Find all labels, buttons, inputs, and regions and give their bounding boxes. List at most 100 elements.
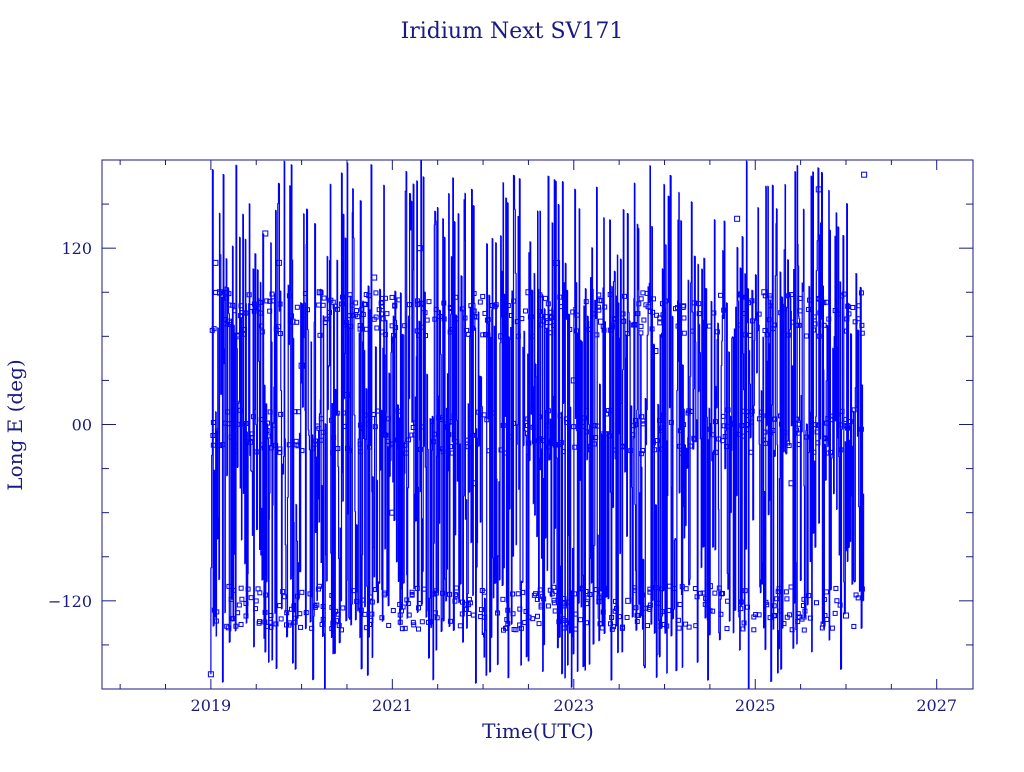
data-point xyxy=(454,439,460,445)
data-point xyxy=(797,308,803,314)
data-point xyxy=(350,312,356,318)
data-point xyxy=(737,322,743,328)
data-point xyxy=(536,414,542,420)
data-point xyxy=(500,596,506,602)
data-point xyxy=(402,442,408,448)
data-point xyxy=(856,316,862,322)
data-point xyxy=(838,422,844,428)
data-point xyxy=(292,615,298,621)
data-point xyxy=(410,425,416,431)
data-point xyxy=(262,450,268,456)
data-point xyxy=(786,293,792,299)
data-point xyxy=(538,602,544,608)
data-point xyxy=(510,420,516,426)
data-point xyxy=(505,303,511,309)
data-point xyxy=(263,592,269,598)
data-point xyxy=(614,605,620,611)
data-point xyxy=(423,333,429,339)
data-point xyxy=(557,413,563,419)
data-point xyxy=(351,588,357,594)
data-point xyxy=(251,301,257,307)
data-point xyxy=(481,412,487,418)
data-point xyxy=(620,311,626,317)
data-point xyxy=(364,625,370,631)
data-point xyxy=(314,602,320,608)
data-point xyxy=(844,328,850,334)
data-point xyxy=(713,449,719,455)
data-point xyxy=(584,429,590,435)
data-point xyxy=(453,585,459,591)
data-point xyxy=(392,302,398,308)
data-point xyxy=(525,430,531,436)
data-point xyxy=(692,586,698,592)
data-point xyxy=(262,609,268,615)
data-point xyxy=(242,326,248,332)
data-point xyxy=(214,609,220,615)
data-point xyxy=(393,325,399,331)
data-point xyxy=(781,621,787,627)
data-point xyxy=(749,318,755,324)
data-point xyxy=(466,331,472,337)
data-point xyxy=(640,592,646,598)
data-point xyxy=(592,423,598,429)
data-point xyxy=(574,312,580,318)
data-point xyxy=(598,589,604,595)
data-point xyxy=(383,432,389,438)
data-point xyxy=(641,317,647,323)
data-point xyxy=(612,608,618,614)
data-point xyxy=(573,611,579,617)
data-point xyxy=(239,596,245,602)
data-point xyxy=(599,625,605,631)
data-point xyxy=(724,423,730,429)
data-point xyxy=(527,407,533,413)
data-point xyxy=(385,416,391,422)
data-point xyxy=(801,627,807,633)
y-tick-label: 00 xyxy=(72,416,92,435)
data-point xyxy=(789,627,795,633)
data-point xyxy=(650,309,656,315)
data-point xyxy=(226,583,232,589)
data-point xyxy=(238,303,244,309)
data-point xyxy=(837,602,843,608)
data-point xyxy=(277,449,283,455)
data-point xyxy=(794,416,800,422)
data-point xyxy=(609,626,615,632)
data-point xyxy=(811,327,817,333)
data-point xyxy=(675,617,681,623)
data-point xyxy=(396,297,402,303)
data-point xyxy=(767,303,773,309)
data-point xyxy=(447,618,453,624)
data-point xyxy=(824,299,830,305)
data-point xyxy=(677,443,683,449)
data-point xyxy=(466,596,472,602)
data-point xyxy=(313,438,319,444)
data-point xyxy=(595,423,601,429)
data-point xyxy=(580,423,586,429)
data-point xyxy=(739,423,745,429)
data-point xyxy=(395,408,401,414)
data-point xyxy=(358,607,364,613)
data-point xyxy=(231,441,237,447)
data-point xyxy=(390,608,396,614)
data-point xyxy=(419,619,425,625)
data-point xyxy=(396,431,402,437)
data-point xyxy=(426,619,432,625)
data-point xyxy=(441,316,447,322)
data-point xyxy=(230,587,236,593)
data-point xyxy=(379,329,385,335)
data-point xyxy=(355,314,361,320)
data-point xyxy=(214,428,220,434)
data-point xyxy=(234,332,240,338)
data-point xyxy=(851,623,857,629)
data-point xyxy=(230,302,236,308)
data-point xyxy=(771,613,777,619)
data-point xyxy=(683,621,689,627)
data-point xyxy=(277,446,283,452)
data-point xyxy=(333,608,339,614)
data-point xyxy=(228,596,234,602)
data-point xyxy=(324,316,330,322)
data-point xyxy=(438,416,444,422)
data-point xyxy=(371,412,377,418)
data-point xyxy=(660,412,666,418)
data-point xyxy=(792,421,798,427)
